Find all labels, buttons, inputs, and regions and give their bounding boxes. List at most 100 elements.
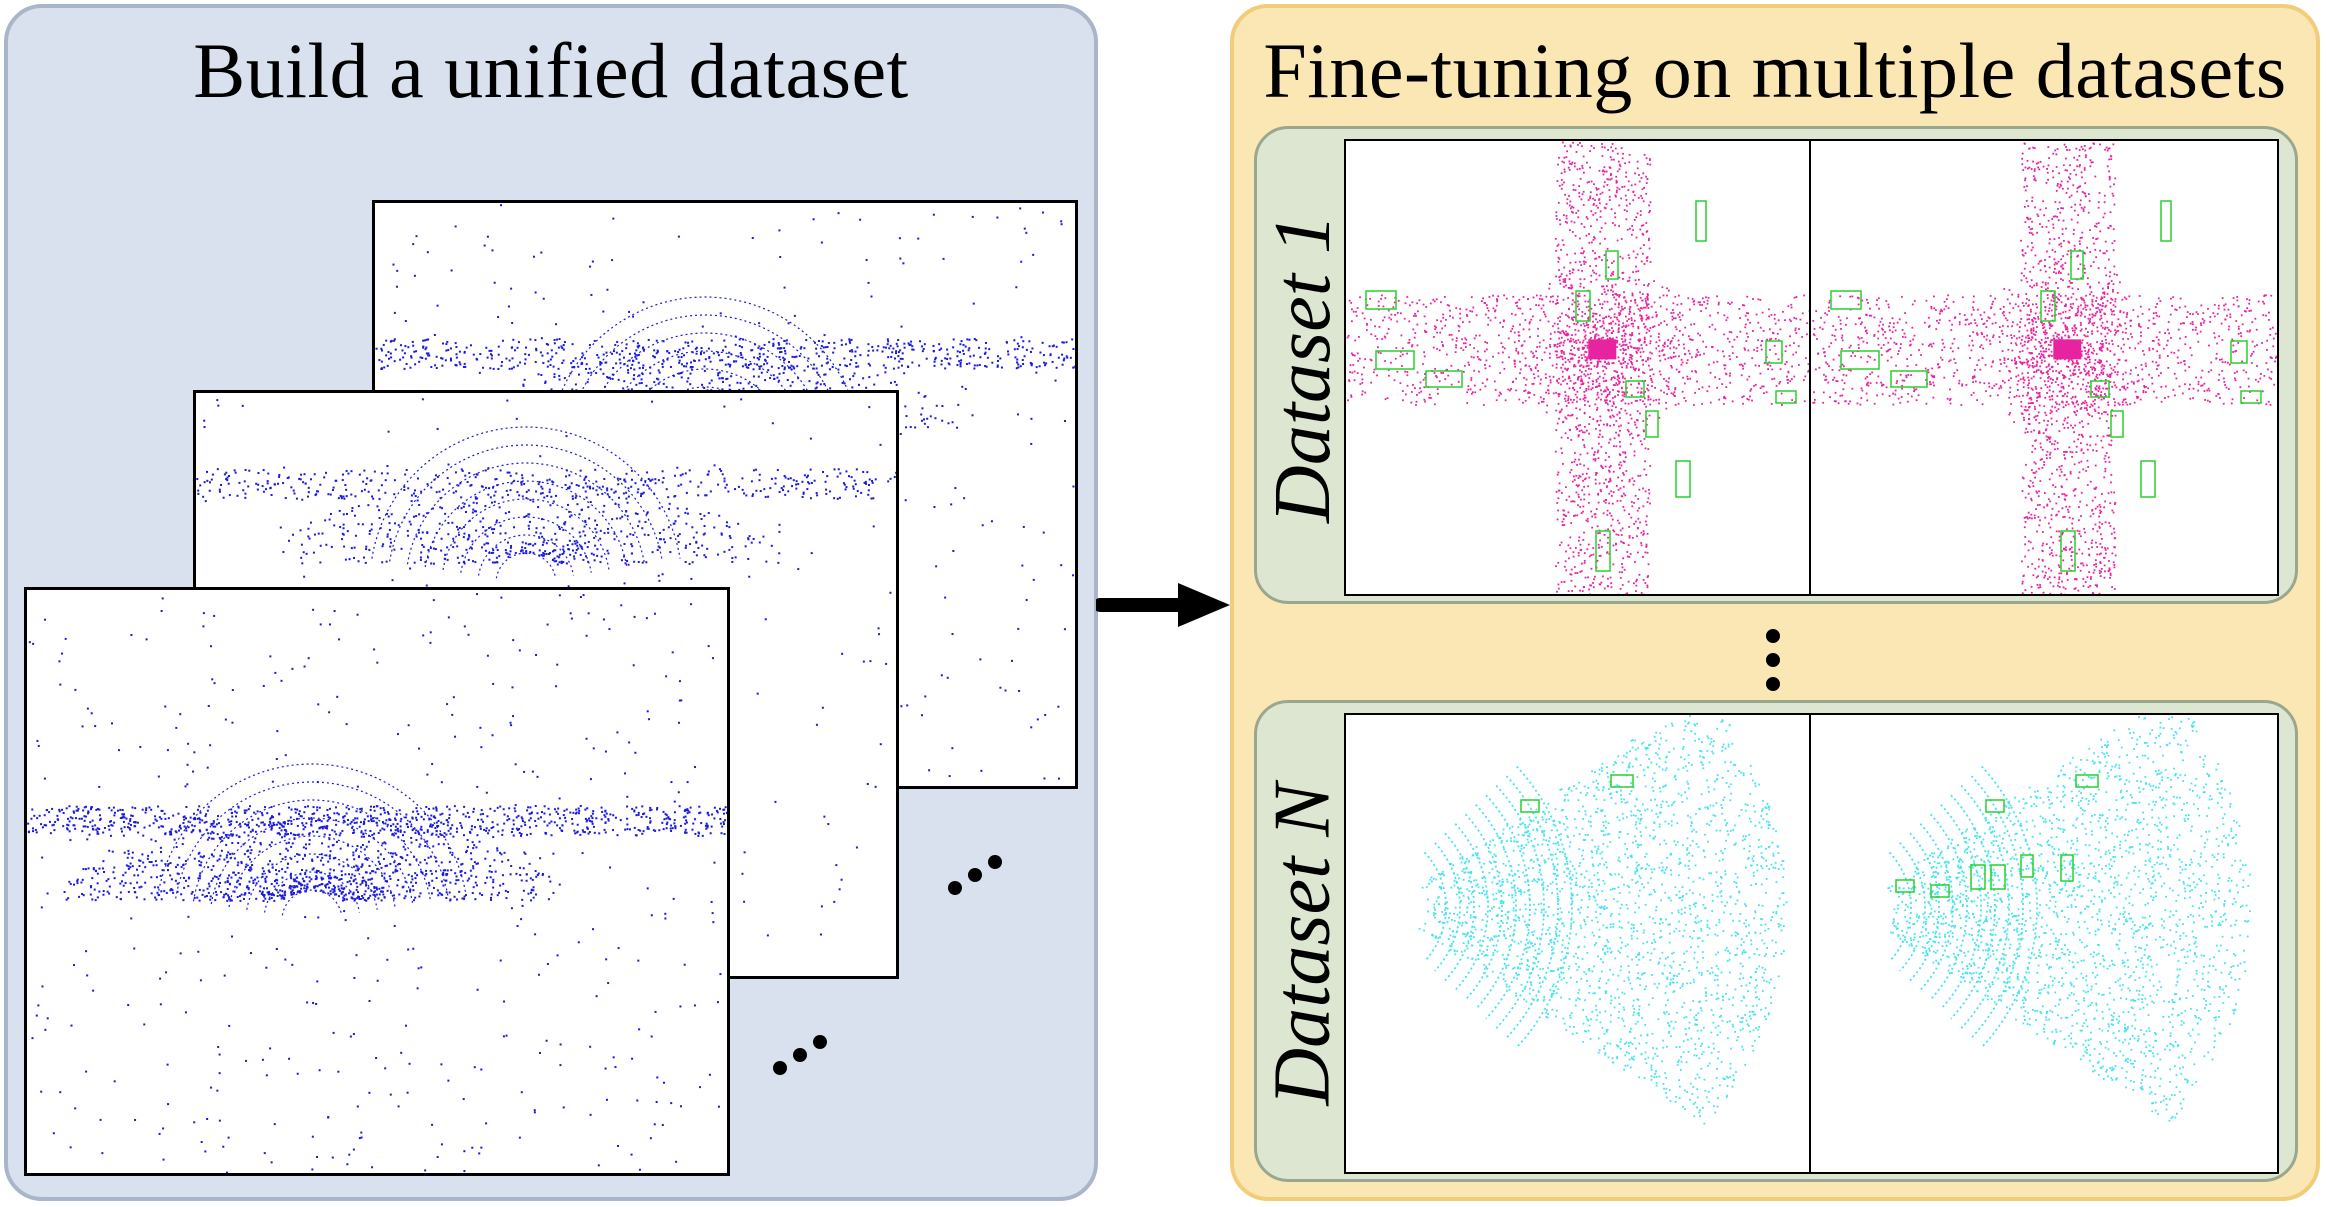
lidar-point xyxy=(442,488,445,491)
lidar-point xyxy=(282,551,285,554)
lidar-point xyxy=(592,747,595,750)
lidar-point xyxy=(549,363,552,366)
lidar-point xyxy=(356,785,359,788)
lidar-point xyxy=(808,482,811,485)
lidar-point xyxy=(356,885,359,888)
lidar-point xyxy=(119,808,122,811)
lidar-point xyxy=(971,215,974,218)
lidar-point xyxy=(415,858,418,861)
lidar-point xyxy=(795,487,798,490)
lidar-point xyxy=(216,1089,219,1092)
lidar-point xyxy=(1013,339,1016,342)
lidar-point xyxy=(595,489,598,492)
lidar-point xyxy=(503,851,506,854)
lidar-point xyxy=(897,351,900,354)
lidar-point xyxy=(247,485,250,488)
lidar-point xyxy=(312,1002,315,1005)
lidar-point xyxy=(944,596,947,599)
lidar-point xyxy=(308,843,311,846)
lidar-point xyxy=(165,891,168,894)
lidar-point xyxy=(711,912,714,915)
lidar-point xyxy=(352,1148,355,1151)
lidar-point xyxy=(665,814,668,817)
lidar-point xyxy=(707,473,710,476)
lidar-point xyxy=(361,879,364,882)
lidar-point xyxy=(282,825,285,828)
lidar-point xyxy=(577,365,580,368)
lidar-point xyxy=(321,842,324,845)
lidar-point xyxy=(228,824,231,827)
lidar-point xyxy=(357,505,360,508)
lidar-point xyxy=(497,345,500,348)
lidar-point xyxy=(306,886,309,889)
lidar-point xyxy=(139,859,142,862)
lidar-point xyxy=(404,816,407,819)
lidar-point xyxy=(532,544,535,547)
lidar-point xyxy=(416,499,419,502)
lidar-point xyxy=(417,831,420,834)
lidar-point xyxy=(98,785,101,788)
lidar-point xyxy=(362,897,365,900)
lidar-point xyxy=(344,893,347,896)
scan-ring xyxy=(389,444,663,562)
lidar-point xyxy=(488,829,491,832)
lidar-point xyxy=(558,797,561,800)
lidar-point xyxy=(341,829,344,832)
lidar-point xyxy=(53,829,56,832)
lidar-point xyxy=(626,828,629,831)
lidar-point xyxy=(481,893,484,896)
lidar-point xyxy=(738,345,741,348)
lidar-point xyxy=(216,399,219,402)
lidar-point xyxy=(520,825,523,828)
lidar-point xyxy=(424,845,427,848)
lidar-point xyxy=(452,537,455,540)
lidar-point xyxy=(248,891,251,894)
lidar-point xyxy=(455,898,458,901)
lidar-point xyxy=(393,360,396,363)
lidar-point xyxy=(389,352,392,355)
lidar-point xyxy=(598,486,601,489)
lidar-point xyxy=(216,468,219,471)
lidar-point xyxy=(673,822,676,825)
lidar-point xyxy=(698,805,701,808)
lidar-point xyxy=(350,470,353,473)
lidar-point xyxy=(345,495,348,498)
lidar-point xyxy=(782,359,785,362)
lidar-point xyxy=(356,897,359,900)
lidar-point xyxy=(634,512,637,515)
lidar-point xyxy=(311,858,314,861)
lidar-point xyxy=(84,825,87,828)
lidar-point xyxy=(464,365,467,368)
lidar-point xyxy=(384,864,387,867)
lidar-point xyxy=(275,823,278,826)
lidar-point xyxy=(577,373,580,376)
lidar-point xyxy=(627,487,630,490)
lidar-point xyxy=(440,1143,443,1146)
lidar-point xyxy=(606,288,609,291)
lidar-point xyxy=(375,893,378,896)
lidar-point xyxy=(412,515,415,518)
lidar-point xyxy=(1013,348,1016,351)
lidar-point xyxy=(658,829,661,832)
lidar-point xyxy=(468,472,471,475)
lidar-point xyxy=(458,890,461,893)
lidar-point xyxy=(354,534,357,537)
lidar-point xyxy=(495,556,498,559)
lidar-point xyxy=(487,467,490,470)
lidar-point xyxy=(463,895,466,898)
lidar-point xyxy=(76,809,79,812)
lidar-point xyxy=(358,898,361,901)
point-cloud-front xyxy=(27,593,727,1173)
lidar-point xyxy=(280,679,283,682)
lidar-point xyxy=(292,878,295,881)
lidar-point xyxy=(76,882,79,885)
lidar-point xyxy=(96,827,99,830)
lidar-point xyxy=(332,486,335,489)
lidar-point xyxy=(113,866,116,869)
lidar-point xyxy=(528,812,531,815)
lidar-point xyxy=(472,810,475,813)
lidar-point xyxy=(353,858,356,861)
lidar-point xyxy=(270,806,273,809)
lidar-point xyxy=(593,536,596,539)
lidar-point xyxy=(569,553,572,556)
